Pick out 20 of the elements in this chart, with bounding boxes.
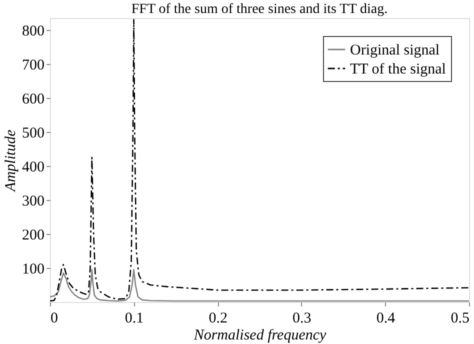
chart-title: FFT of the sum of three sines and its TT diag.	[131, 2, 388, 17]
line-series	[49, 19, 470, 302]
y-tick-label: 200	[22, 227, 44, 244]
y-tick-label: 500	[22, 125, 44, 142]
y-axis-title: Amplitude	[3, 129, 19, 192]
y-tick-label: 100	[22, 261, 44, 278]
x-tick-label: 0.2	[208, 310, 228, 326]
legend-label: TT of the signal	[350, 62, 446, 78]
x-tick-label: 0.1	[124, 310, 144, 326]
x-tick-label: 0	[50, 310, 58, 326]
y-tick-label: 600	[22, 91, 44, 108]
x-tick-label: 0.4	[376, 310, 396, 326]
legend-label: Original signal	[350, 42, 440, 58]
y-tick-label: 700	[22, 57, 44, 74]
x-axis-title: Normalised frequency	[192, 328, 327, 344]
x-tick-label: 0.5	[450, 310, 470, 326]
y-tick-label: 300	[22, 193, 44, 210]
x-tick-label: 0.3	[292, 310, 312, 326]
y-tick-label: 800	[22, 23, 44, 40]
y-tick-label: 400	[22, 159, 44, 176]
